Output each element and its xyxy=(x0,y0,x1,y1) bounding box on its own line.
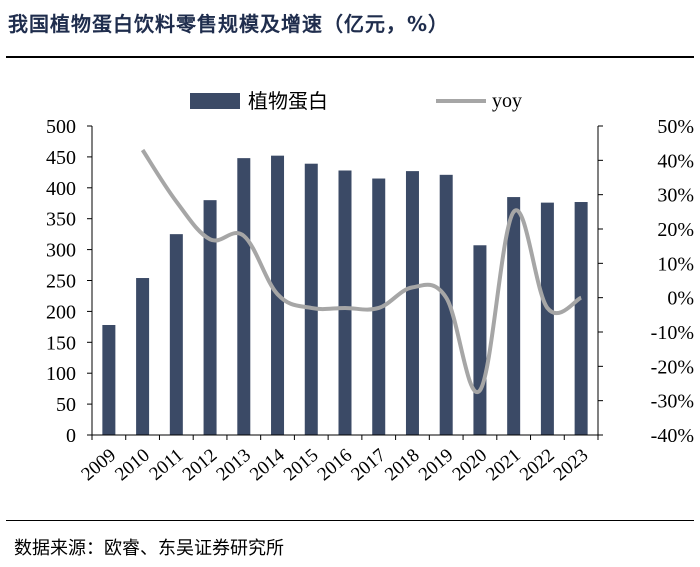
left-tick-label: 50 xyxy=(56,394,76,416)
right-tick-label: 10% xyxy=(657,253,694,275)
chart: 植物蛋白 yoy 0 50 100 150 200 250 300 350 400 450 500 -… xyxy=(46,90,694,486)
x-axis: 2009201020112012201320142015201620172018… xyxy=(77,434,599,486)
bar xyxy=(507,197,521,435)
legend-bar-label: 植物蛋白 xyxy=(248,90,328,113)
source-note: 数据来源：欧睿、东吴证券研究所 xyxy=(14,538,284,559)
bar xyxy=(405,171,419,435)
x-tick-label: 2019 xyxy=(415,445,458,486)
right-tick-label: -30% xyxy=(651,391,694,413)
bar xyxy=(439,174,453,435)
left-tick-label: 300 xyxy=(46,240,76,262)
right-tick-label: 40% xyxy=(657,150,694,172)
legend-line-label: yoy xyxy=(492,90,522,112)
bar xyxy=(304,163,318,435)
right-tick-label: -40% xyxy=(651,425,694,447)
bar xyxy=(203,200,217,435)
bar xyxy=(574,202,588,435)
x-tick-label: 2016 xyxy=(314,445,357,486)
title-divider xyxy=(6,56,694,58)
footer-divider xyxy=(6,520,694,521)
x-tick-label: 2015 xyxy=(280,445,323,486)
page-title: 我国植物蛋白饮料零售规模及增速（亿元，%） xyxy=(8,12,450,36)
yoy-line xyxy=(140,148,583,395)
right-tick-label: 0% xyxy=(667,288,694,310)
left-tick-label: 350 xyxy=(46,209,76,231)
left-tick-label: 150 xyxy=(46,332,76,354)
left-tick-label: 400 xyxy=(46,178,76,200)
left-tick-label: 100 xyxy=(46,363,76,385)
x-tick-label: 2009 xyxy=(77,445,120,486)
left-axis: 0 50 100 150 200 250 300 350 400 450 500 xyxy=(46,116,93,447)
right-tick-label: 50% xyxy=(657,116,694,138)
right-axis: -40% -30% -20% -10% 0% 10% 20% 30% 40% 50% xyxy=(597,116,694,447)
right-tick-label: -20% xyxy=(651,356,694,378)
legend: 植物蛋白 yoy xyxy=(190,90,522,113)
bar xyxy=(473,245,487,435)
x-tick-label: 2021 xyxy=(482,445,525,486)
x-tick-label: 2011 xyxy=(145,445,187,485)
x-tick-label: 2018 xyxy=(381,445,424,486)
x-tick-label: 2014 xyxy=(246,444,289,485)
yoy-line-path xyxy=(140,148,583,395)
x-tick-label: 2010 xyxy=(111,445,154,486)
bar xyxy=(102,324,116,435)
bar xyxy=(540,202,554,435)
left-tick-label: 250 xyxy=(46,271,76,293)
x-tick-label: 2012 xyxy=(179,445,222,486)
x-tick-label: 2023 xyxy=(550,445,593,486)
left-tick-label: 200 xyxy=(46,301,76,323)
bar xyxy=(237,158,251,436)
left-tick-label: 0 xyxy=(66,425,76,447)
left-tick-label: 450 xyxy=(46,147,76,169)
right-tick-label: 30% xyxy=(657,185,694,207)
x-tick-label: 2013 xyxy=(212,445,255,486)
x-tick-label: 2022 xyxy=(516,445,559,486)
left-tick-label: 500 xyxy=(46,116,76,138)
x-tick-label: 2020 xyxy=(449,445,492,486)
right-tick-label: -10% xyxy=(651,322,694,344)
bar xyxy=(169,234,183,435)
bar xyxy=(338,170,352,435)
x-tick-label: 2017 xyxy=(347,445,390,486)
right-tick-label: 20% xyxy=(657,219,694,241)
legend-bar-swatch xyxy=(190,93,240,109)
bar xyxy=(136,278,150,435)
